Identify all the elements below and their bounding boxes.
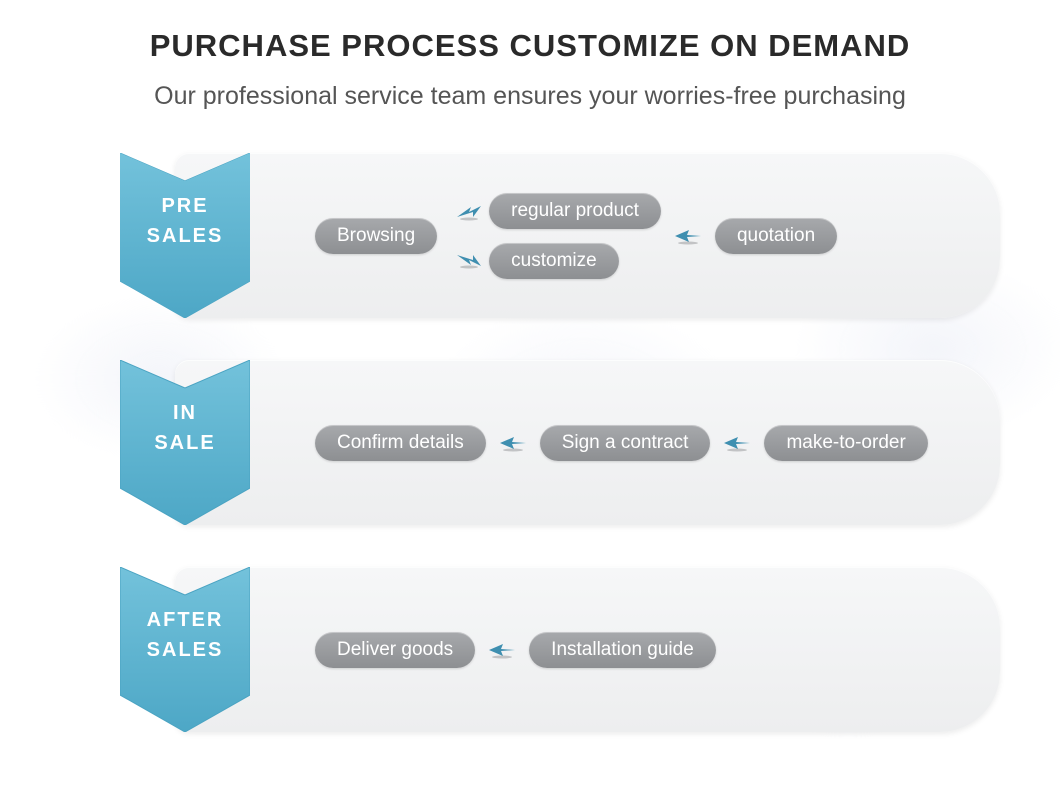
step-pill: make-to-order [764, 425, 927, 461]
stage-panel: Browsing regular product cus [175, 153, 1000, 318]
arrow-icon [498, 434, 528, 452]
branch-group: regular product customize [449, 193, 661, 279]
arrow-icon [673, 227, 703, 245]
step-pill: Installation guide [529, 632, 716, 668]
step-pill: regular product [489, 193, 661, 229]
stages-container: PRE SALES Browsing [0, 153, 1060, 732]
stage-chevron: PRE SALES [120, 153, 250, 318]
step-pill: Deliver goods [315, 632, 475, 668]
stage-panel: Deliver goods Installation guide [175, 567, 1000, 732]
step-pill: Sign a contract [540, 425, 711, 461]
flow-row: Confirm details Sign a contract make-to-… [315, 425, 928, 461]
step-pill: Confirm details [315, 425, 486, 461]
arrow-icon [455, 203, 483, 221]
step-pill: quotation [715, 218, 837, 254]
arrow-icon [455, 251, 483, 269]
arrow-icon [722, 434, 752, 452]
stage-presales: PRE SALES Browsing [120, 153, 1000, 318]
stage-label: AFTER SALES [120, 605, 250, 665]
page-title: PURCHASE PROCESS CUSTOMIZE ON DEMAND [0, 28, 1060, 64]
stage-label: IN SALE [120, 398, 250, 458]
page-subtitle: Our professional service team ensures yo… [0, 82, 1060, 111]
step-pill: Browsing [315, 218, 437, 254]
arrow-icon [487, 641, 517, 659]
stage-insale: IN SALE Confirm details Sign a contract … [120, 360, 1000, 525]
step-pill: customize [489, 243, 619, 279]
stage-chevron: IN SALE [120, 360, 250, 525]
flow-row: Deliver goods Installation guide [315, 632, 716, 668]
stage-label: PRE SALES [120, 191, 250, 251]
stage-aftersales: AFTER SALES Deliver goods Installation g… [120, 567, 1000, 732]
stage-chevron: AFTER SALES [120, 567, 250, 732]
stage-panel: Confirm details Sign a contract make-to-… [175, 360, 1000, 525]
flow-row: Browsing regular product cus [315, 193, 837, 279]
content-wrap: PURCHASE PROCESS CUSTOMIZE ON DEMAND Our… [0, 0, 1060, 732]
